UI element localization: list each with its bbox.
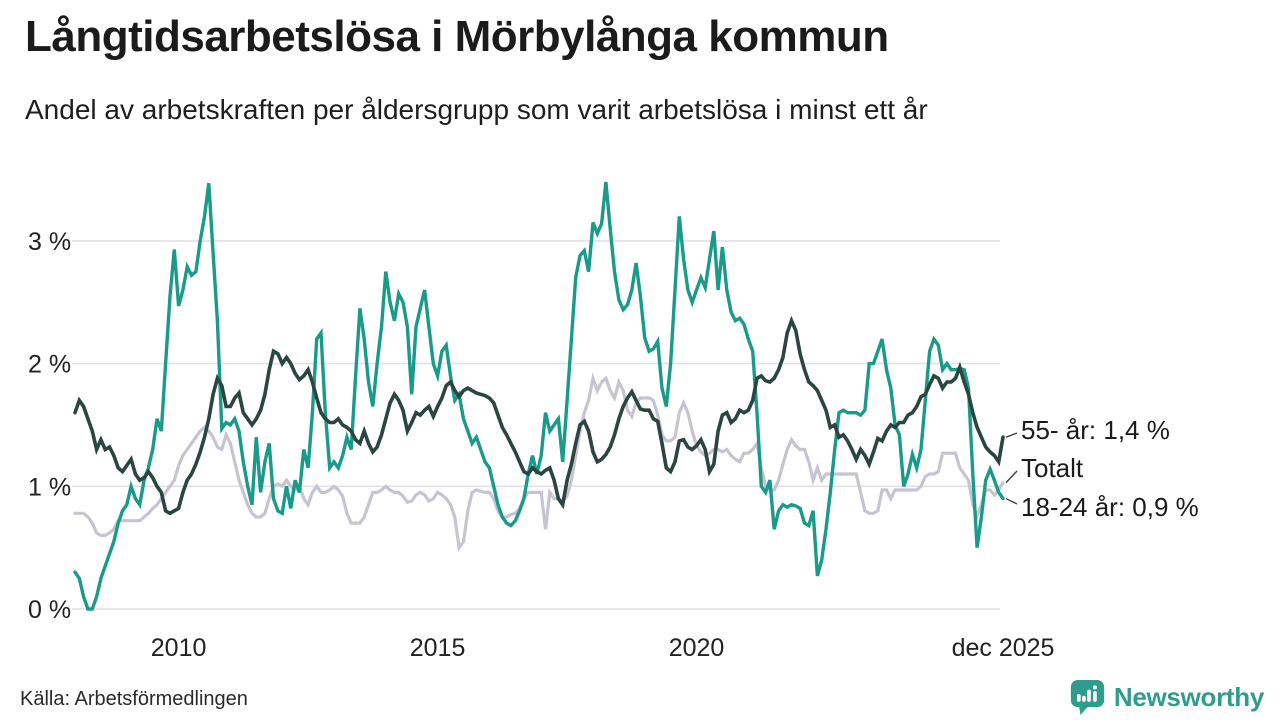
bar-icon (1086, 689, 1091, 702)
x-axis-tick-label: 2010 (151, 634, 207, 662)
y-axis-tick-label: 3 % (28, 228, 71, 256)
series-line-18-24 år (73, 181, 1005, 611)
brand-logo: Newsworthy (1070, 679, 1264, 716)
exclamation-dot-icon (1092, 685, 1097, 690)
series-line-55- år (73, 315, 1005, 516)
page-title: Långtidsarbetslösa i Mörbylånga kommun (25, 12, 889, 61)
y-axis-tick-label: 0 % (28, 596, 71, 624)
series-line-Totalt (73, 372, 1005, 552)
x-axis-tick-label: 2015 (410, 634, 466, 662)
source-note: Källa: Arbetsförmedlingen (20, 688, 248, 710)
newsworthy-bubble-icon (1070, 680, 1104, 715)
y-axis-tick-label: 2 % (28, 351, 71, 379)
label-leader-line (1005, 497, 1018, 505)
series-end-label-Totalt: Totalt (1021, 453, 1084, 483)
bar-icon (1076, 694, 1081, 702)
series-end-label-18-24 år: 18-24 år: 0,9 % (1021, 492, 1199, 522)
y-axis-tick-label: 1 % (28, 473, 71, 501)
exclamation-bar-icon (1092, 690, 1097, 702)
page-subtitle: Andel av arbetskraften per åldersgrupp s… (25, 94, 928, 125)
line-chart: 0 % 1 % 2 % 3 % 2010 2015 2020 dec 2025 Totalt 18… (28, 181, 1199, 662)
brand-name: Newsworthy (1113, 682, 1264, 712)
label-leader-line (1005, 470, 1018, 484)
bar-icon (1081, 695, 1086, 702)
series-end-label-55- år: 55- år: 1,4 % (1021, 415, 1170, 445)
label-leader-line (1005, 432, 1018, 438)
x-axis-tick-label: 2020 (669, 634, 725, 662)
x-axis-tick-label: dec 2025 (952, 634, 1055, 662)
